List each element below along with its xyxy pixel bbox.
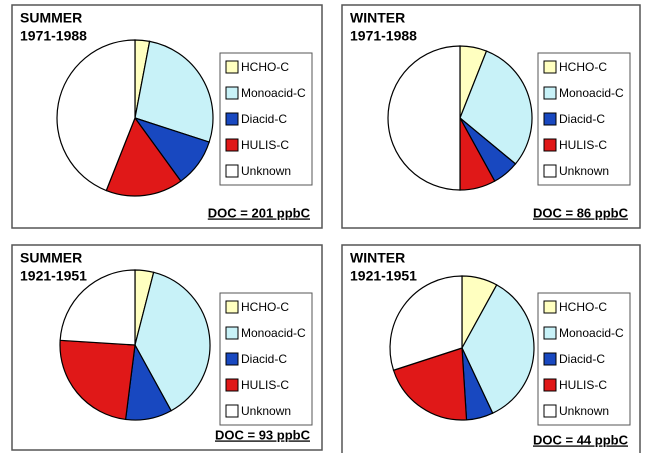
legend-swatch xyxy=(543,326,557,340)
annotation: DOC = 93 ppbC xyxy=(215,427,311,442)
legend-label: HCHO-C xyxy=(241,60,289,74)
legend-label: HULIS-C xyxy=(559,138,607,152)
legend-label: Monoacid-C xyxy=(241,326,306,340)
legend-swatch xyxy=(225,404,239,418)
pie-slice xyxy=(392,347,468,421)
pie-slice xyxy=(134,271,211,412)
chart-title: SUMMER xyxy=(20,10,82,26)
legend-swatch xyxy=(225,164,239,178)
legend-swatch xyxy=(225,352,239,366)
pie-slice xyxy=(105,116,182,197)
legend-label: Diacid-C xyxy=(559,352,605,366)
annotation: DOC = 201 ppbC xyxy=(208,205,311,220)
annotation: DOC = 86 ppbC xyxy=(533,205,629,220)
pie-slice xyxy=(134,40,214,143)
legend-swatch xyxy=(543,112,557,126)
chart-title: WINTER xyxy=(350,10,405,26)
legend-label: Monoacid-C xyxy=(559,326,624,340)
pie-slice xyxy=(56,39,136,192)
chart-subtitle: 1921-1951 xyxy=(20,268,87,284)
legend-swatch xyxy=(543,352,557,366)
legend-swatch xyxy=(225,60,239,74)
chart-panel: SUMMER 1971-1988 HCHO-C Monoacid-C Diacid-C H… xyxy=(11,4,323,229)
pie-slice xyxy=(459,50,533,165)
legend-label: Diacid-C xyxy=(559,112,605,126)
legend-swatch xyxy=(543,404,557,418)
legend-label: HULIS-C xyxy=(241,138,289,152)
legend-swatch xyxy=(225,112,239,126)
legend-swatch xyxy=(543,86,557,100)
pie-slice xyxy=(387,45,461,191)
legend-swatch xyxy=(225,138,239,152)
pie-slice xyxy=(59,339,136,421)
legend-label: HULIS-C xyxy=(241,378,289,392)
legend-label: HCHO-C xyxy=(559,300,607,314)
pie-slice xyxy=(461,284,535,414)
legend-swatch xyxy=(225,326,239,340)
legend-label: Monoacid-C xyxy=(559,86,624,100)
annotation: DOC = 44 ppbC xyxy=(533,432,629,447)
legend-swatch xyxy=(543,138,557,152)
legend-label: Unknown xyxy=(559,164,609,178)
pie-slice xyxy=(59,269,136,346)
legend-swatch xyxy=(543,378,557,392)
legend-label: Unknown xyxy=(559,404,609,418)
chart-panel: WINTER 1971-1988 HCHO-C Monoacid-C Diacid-C H… xyxy=(341,4,641,229)
chart-panel: WINTER 1921-1951 HCHO-C Monoacid-C Diacid-C H… xyxy=(341,244,641,453)
chart-title: WINTER xyxy=(350,250,405,266)
chart-panel: SUMMER 1921-1951 HCHO-C Monoacid-C Diacid-C H… xyxy=(11,244,323,451)
legend-swatch xyxy=(543,164,557,178)
legend-swatch xyxy=(543,300,557,314)
legend-label: Unknown xyxy=(241,404,291,418)
chart-subtitle: 1921-1951 xyxy=(350,268,417,284)
legend-label: Monoacid-C xyxy=(241,86,306,100)
legend-swatch xyxy=(543,60,557,74)
pie-slice xyxy=(389,275,463,372)
legend-label: HULIS-C xyxy=(559,378,607,392)
legend-swatch xyxy=(225,300,239,314)
legend-swatch xyxy=(225,378,239,392)
legend-swatch xyxy=(225,86,239,100)
legend-label: Diacid-C xyxy=(241,352,287,366)
chart-title: SUMMER xyxy=(20,250,82,266)
legend-label: Unknown xyxy=(241,164,291,178)
legend-label: HCHO-C xyxy=(241,300,289,314)
chart-subtitle: 1971-1988 xyxy=(350,28,417,44)
chart-subtitle: 1971-1988 xyxy=(20,28,87,44)
legend-label: Diacid-C xyxy=(241,112,287,126)
legend-label: HCHO-C xyxy=(559,60,607,74)
